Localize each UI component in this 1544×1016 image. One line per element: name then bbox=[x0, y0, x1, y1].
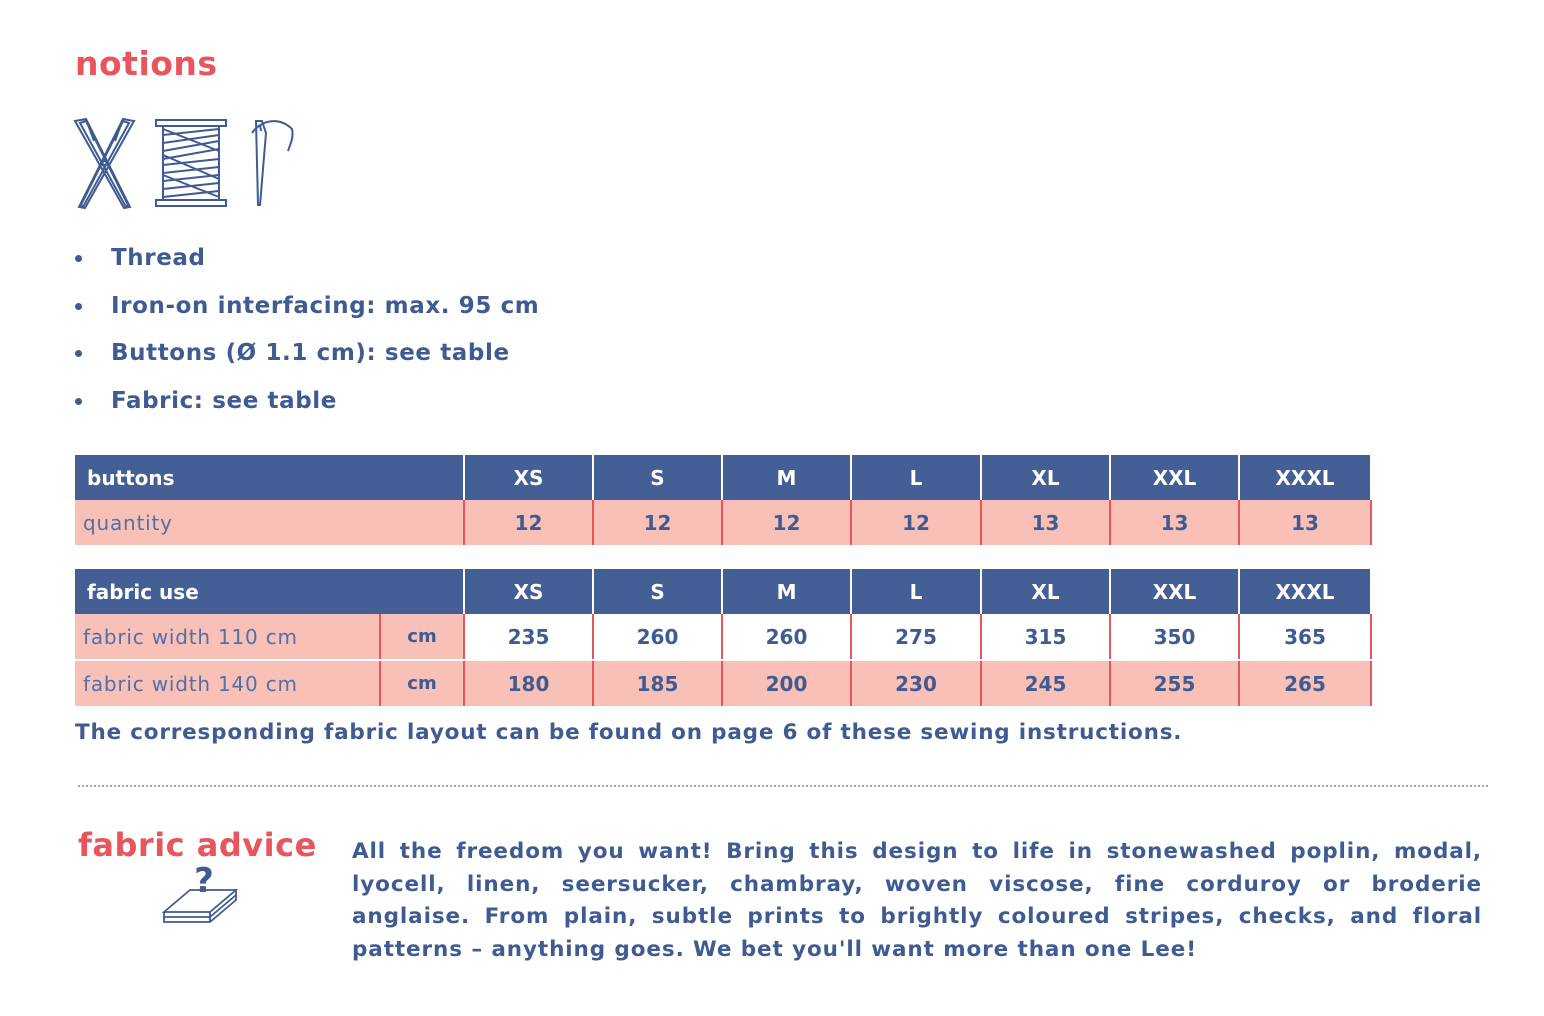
table-cell: 12 bbox=[722, 500, 852, 545]
list-item: Thread bbox=[75, 240, 539, 288]
table-cell: 275 bbox=[851, 614, 983, 661]
size-header: S bbox=[593, 455, 723, 500]
size-header: L bbox=[851, 455, 982, 500]
buttons-table: buttons XS S M L XL XXL XXXL quantity 12… bbox=[75, 455, 1372, 545]
size-header: XXXL bbox=[1239, 569, 1373, 614]
list-item: Iron-on interfacing: max. 95 cm bbox=[75, 288, 539, 336]
thread-spool-icon bbox=[155, 119, 227, 207]
table-cell: 235 bbox=[464, 614, 595, 661]
size-header: XXL bbox=[1110, 455, 1240, 500]
table-cell: 260 bbox=[722, 614, 853, 661]
table-cell: 265 bbox=[1239, 660, 1373, 708]
list-item: Fabric: see table bbox=[75, 383, 539, 431]
table-cell: 230 bbox=[851, 660, 983, 708]
size-header: S bbox=[593, 569, 724, 614]
size-header: XS bbox=[464, 569, 595, 614]
table-cell: 260 bbox=[593, 614, 724, 661]
list-item-text: Fabric: see table bbox=[111, 387, 337, 414]
table-header-row: buttons XS S M L XL XXL XXXL bbox=[75, 455, 1372, 500]
notions-list: Thread Iron-on interfacing: max. 95 cm B… bbox=[75, 240, 539, 430]
table-cell: 12 bbox=[851, 500, 982, 545]
size-header: M bbox=[722, 455, 852, 500]
fabric-question-icon: ? bbox=[161, 862, 239, 923]
list-item-text: Thread bbox=[111, 245, 206, 271]
row-label: quantity bbox=[75, 500, 465, 545]
svg-text:?: ? bbox=[194, 862, 214, 901]
table-cell: 200 bbox=[722, 660, 853, 708]
table-cell: 365 bbox=[1239, 614, 1373, 661]
scissors-icon bbox=[73, 117, 136, 210]
row-label: fabric width 140 cm bbox=[75, 660, 381, 708]
table-cell: 255 bbox=[1110, 660, 1241, 708]
size-header: XXL bbox=[1110, 569, 1241, 614]
row-label: fabric width 110 cm bbox=[75, 614, 381, 661]
size-header: L bbox=[851, 569, 983, 614]
table-cell: 13 bbox=[981, 500, 1111, 545]
fabric-advice-text: All the freedom you want! Bring this des… bbox=[352, 839, 1482, 962]
bullet bbox=[75, 255, 82, 262]
bullet bbox=[75, 350, 82, 357]
needle-icon bbox=[251, 120, 294, 206]
fabric-advice-title: fabric advice bbox=[78, 826, 317, 864]
list-item: Buttons (Ø 1.1 cm): see table bbox=[75, 335, 539, 383]
size-header: XS bbox=[464, 455, 594, 500]
fabric-use-header: fabric use bbox=[75, 569, 466, 614]
buttons-header: buttons bbox=[75, 455, 465, 500]
table-row: fabric width 110 cm cm 235 260 260 275 3… bbox=[75, 614, 1373, 661]
table-cell: 185 bbox=[593, 660, 724, 708]
list-item-text: Buttons (Ø 1.1 cm): see table bbox=[111, 340, 510, 366]
size-header: XXXL bbox=[1239, 455, 1372, 500]
table-cell: 245 bbox=[981, 660, 1112, 708]
fabric-use-table: fabric use XS S M L XL XXL XXXL fabric w… bbox=[75, 569, 1373, 708]
section-divider bbox=[78, 785, 1488, 787]
size-header: XL bbox=[981, 455, 1111, 500]
table-cell: 315 bbox=[981, 614, 1112, 661]
unit-cell: cm bbox=[380, 614, 466, 661]
table-cell: 350 bbox=[1110, 614, 1241, 661]
bullet bbox=[75, 302, 82, 310]
unit-cell: cm bbox=[380, 660, 466, 708]
table-cell: 180 bbox=[464, 660, 595, 708]
table-cell: 13 bbox=[1239, 500, 1372, 545]
size-header: M bbox=[722, 569, 853, 614]
fabric-layout-note: The corresponding fabric layout can be f… bbox=[75, 720, 1183, 745]
table-cell: 12 bbox=[464, 500, 594, 545]
table-row: quantity 12 12 12 12 13 13 13 bbox=[75, 500, 1372, 545]
table-cell: 13 bbox=[1110, 500, 1240, 545]
table-header-row: fabric use XS S M L XL XXL XXXL bbox=[75, 569, 1373, 614]
table-cell: 12 bbox=[593, 500, 723, 545]
list-item-text: Iron-on interfacing: max. 95 cm bbox=[111, 292, 540, 319]
table-row: fabric width 140 cm cm 180 185 200 230 2… bbox=[75, 660, 1373, 708]
size-header: XL bbox=[981, 569, 1112, 614]
bullet bbox=[75, 397, 82, 405]
notions-title: notions bbox=[75, 44, 218, 83]
notions-icons bbox=[73, 117, 294, 210]
